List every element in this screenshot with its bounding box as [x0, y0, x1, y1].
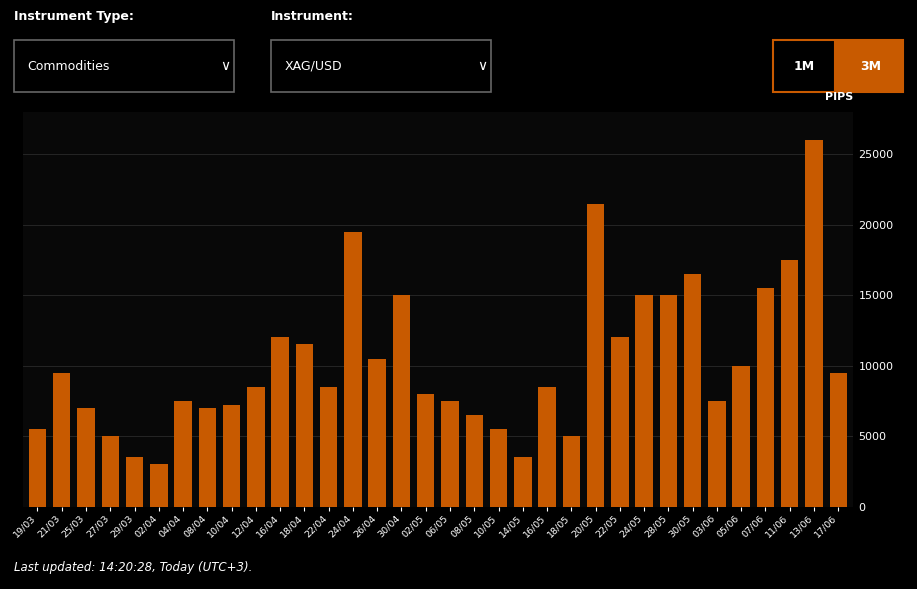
Bar	[28, 429, 46, 507]
Bar	[199, 408, 216, 507]
FancyBboxPatch shape	[14, 40, 234, 92]
Text: ∨: ∨	[220, 59, 230, 73]
Bar	[757, 288, 774, 507]
Bar	[830, 373, 847, 507]
Bar	[223, 405, 240, 507]
Bar	[805, 140, 823, 507]
Bar	[587, 204, 604, 507]
Text: XAG/USD: XAG/USD	[284, 59, 342, 72]
FancyBboxPatch shape	[271, 40, 491, 92]
Bar	[150, 464, 168, 507]
FancyBboxPatch shape	[773, 40, 835, 92]
Text: ∨: ∨	[477, 59, 487, 73]
Bar	[781, 260, 799, 507]
Bar	[271, 337, 289, 507]
Bar	[295, 345, 313, 507]
Text: 3M: 3M	[860, 59, 880, 72]
Bar	[514, 457, 532, 507]
Bar	[563, 436, 580, 507]
Text: Instrument Type:: Instrument Type:	[14, 10, 134, 23]
Bar	[466, 415, 483, 507]
Bar	[635, 295, 653, 507]
Bar	[733, 366, 750, 507]
Text: 1M: 1M	[793, 59, 815, 72]
FancyBboxPatch shape	[837, 40, 903, 92]
Bar	[77, 408, 94, 507]
Bar	[174, 401, 192, 507]
Bar	[369, 359, 386, 507]
Bar	[248, 387, 265, 507]
Text: Instrument:: Instrument:	[271, 10, 353, 23]
Text: Last updated: 14:20:28, Today (UTC+3).: Last updated: 14:20:28, Today (UTC+3).	[14, 561, 252, 574]
Bar	[684, 274, 702, 507]
Bar	[417, 394, 435, 507]
Bar	[392, 295, 410, 507]
Bar	[441, 401, 458, 507]
Bar	[344, 231, 361, 507]
Bar	[708, 401, 725, 507]
Bar	[490, 429, 507, 507]
Bar	[611, 337, 628, 507]
Bar	[126, 457, 143, 507]
Bar	[320, 387, 337, 507]
Bar	[538, 387, 556, 507]
Text: PIPS: PIPS	[824, 92, 853, 102]
Bar	[659, 295, 677, 507]
Bar	[53, 373, 71, 507]
Text: Commodities: Commodities	[28, 59, 110, 72]
Bar	[102, 436, 119, 507]
